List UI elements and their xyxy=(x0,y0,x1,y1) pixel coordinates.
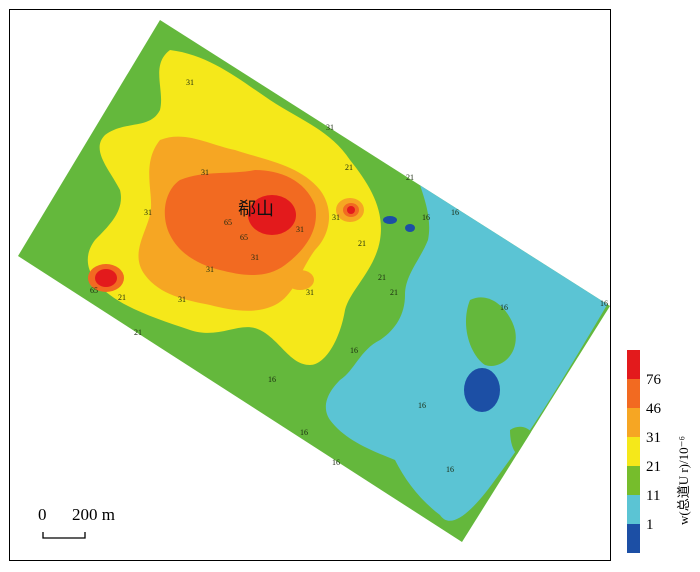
contour-label: 31 xyxy=(178,295,186,304)
legend-swatch xyxy=(627,350,640,379)
legend-swatch xyxy=(627,408,640,437)
contour-label: 21 xyxy=(118,293,126,302)
contour-label: 31 xyxy=(186,78,194,87)
contour-label: 21 xyxy=(378,273,386,282)
legend-title: w(总道U r)/10⁻⁶ xyxy=(676,436,691,525)
contour-label: 65 xyxy=(224,218,232,227)
legend-swatch xyxy=(627,495,640,524)
contour-label: 31 xyxy=(332,213,340,222)
contour-label: 65 xyxy=(240,233,248,242)
uranium-anomaly-map: 31 31 31 31 31 31 31 31 31 31 21 21 21 2… xyxy=(18,20,610,542)
contour-label: 16 xyxy=(600,299,608,308)
scale-bar: 0 200 m xyxy=(38,505,115,539)
legend-tick-label: 1 xyxy=(646,517,654,533)
contour-label: 16 xyxy=(422,213,430,222)
contour-label: 16 xyxy=(332,458,340,467)
contour-label: 16 xyxy=(451,208,459,217)
scale-bar-line xyxy=(42,532,86,539)
zone-11 xyxy=(325,185,610,521)
legend-tick-label: 76 xyxy=(646,372,662,388)
scale-zero-label: 0 xyxy=(38,505,47,524)
legend-tick-label: 46 xyxy=(646,401,662,417)
contour-label: 16 xyxy=(446,465,454,474)
legend-tick-label: 21 xyxy=(646,459,661,475)
contour-label: 31 xyxy=(206,265,214,274)
contour-label: 21 xyxy=(406,173,414,182)
contour-label: 16 xyxy=(268,375,276,384)
contour-label: 31 xyxy=(201,168,209,177)
contour-label: 21 xyxy=(134,328,142,337)
contour-label: 16 xyxy=(418,401,426,410)
contour-label: 16 xyxy=(500,303,508,312)
contour-label: 21 xyxy=(358,239,366,248)
contour-label: 31 xyxy=(326,123,334,132)
contour-labels: 31 31 31 31 31 31 31 31 31 31 21 21 21 2… xyxy=(90,78,608,474)
legend-swatch xyxy=(627,437,640,466)
zone-76-west xyxy=(95,269,117,287)
contour-label: 21 xyxy=(390,288,398,297)
contour-label: 16 xyxy=(350,346,358,355)
zone-1-main xyxy=(464,368,500,412)
contour-label: 16 xyxy=(300,428,308,437)
legend-swatch xyxy=(627,379,640,408)
legend-swatch xyxy=(627,466,640,495)
zone-76-main xyxy=(248,195,296,235)
contour-label: 31 xyxy=(296,225,304,234)
legend-swatch xyxy=(627,524,640,553)
contour-label: 31 xyxy=(144,208,152,217)
contour-label: 31 xyxy=(306,288,314,297)
scale-distance-label: 200 m xyxy=(72,505,115,524)
contour-label: 65 xyxy=(90,286,98,295)
legend-tick-label: 31 xyxy=(646,430,661,446)
legend-tick-label: 11 xyxy=(646,488,660,504)
map-frame: 31 31 31 31 31 31 31 31 31 31 21 21 21 2… xyxy=(9,9,611,561)
contour-label: 21 xyxy=(345,163,353,172)
contour-label: 31 xyxy=(251,253,259,262)
place-name-label: 郗山 xyxy=(238,199,274,219)
